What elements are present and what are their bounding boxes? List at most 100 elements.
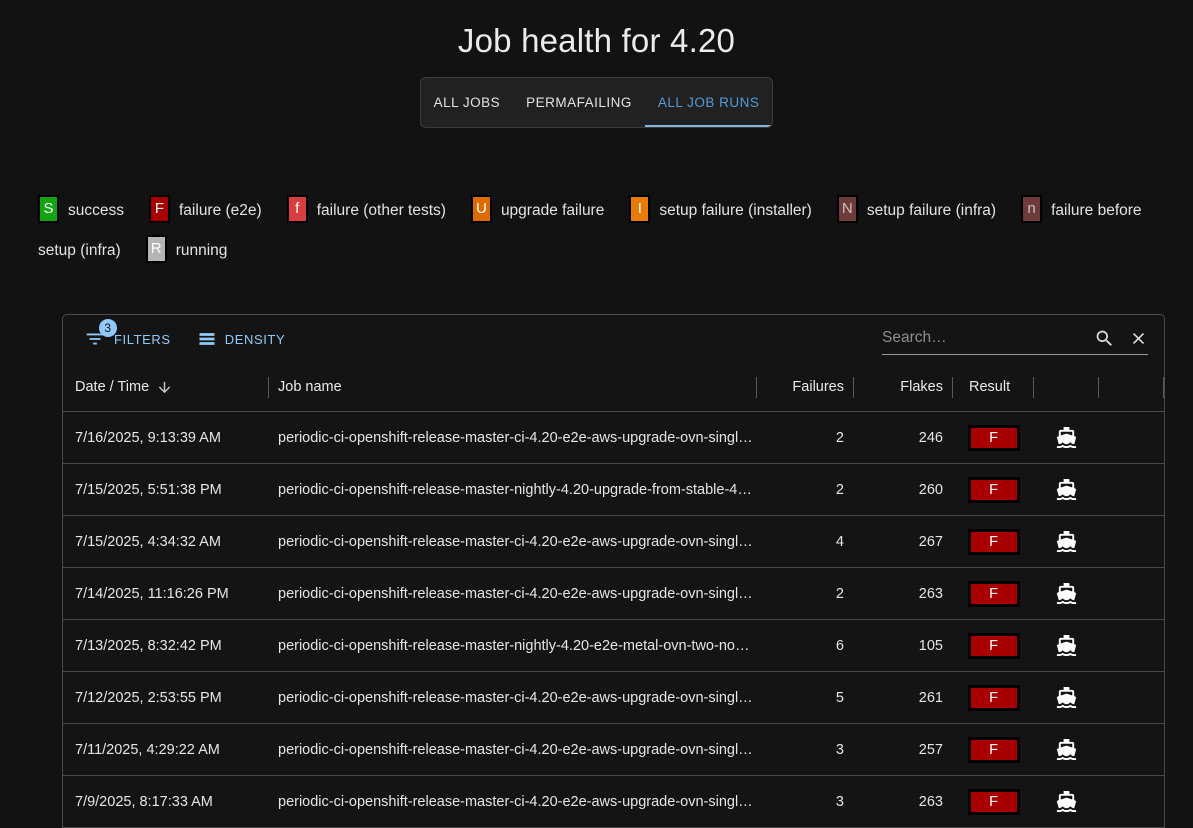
- result-badge[interactable]: F: [967, 528, 1020, 555]
- row-date-time: 7/11/2025, 4:29:22 AM: [75, 741, 220, 758]
- row-flakes: 267: [918, 533, 943, 550]
- density-button[interactable]: DENSITY: [189, 323, 294, 355]
- legend-result-badge: F: [149, 194, 170, 223]
- density-icon: [197, 329, 217, 349]
- tab-all-job-runs[interactable]: ALL JOB RUNS: [645, 78, 773, 127]
- row-failures: 5: [835, 689, 844, 706]
- table-row[interactable]: 7/13/2025, 8:32:42 PM periodic-ci-opensh…: [63, 620, 1164, 672]
- directions-boat-icon[interactable]: [1055, 686, 1078, 709]
- row-flakes: 261: [918, 689, 943, 706]
- result-badge[interactable]: F: [967, 788, 1020, 815]
- row-date-time: 7/9/2025, 8:17:33 AM: [75, 793, 213, 810]
- legend-result-badge: I: [629, 194, 651, 223]
- row-run-link: [1034, 516, 1099, 567]
- directions-boat-icon[interactable]: [1055, 634, 1078, 657]
- legend-item: f failure (other tests): [286, 194, 446, 223]
- directions-boat-icon[interactable]: [1055, 426, 1078, 449]
- legend-label: failure before setup (infra): [38, 202, 1142, 259]
- row-job-name: periodic-ci-openshift-release-master-ci-…: [278, 533, 753, 550]
- row-result: F: [953, 724, 1034, 775]
- row-extra: [1099, 464, 1164, 515]
- row-flakes: 260: [918, 481, 943, 498]
- legend-label: failure (e2e): [179, 202, 262, 219]
- directions-boat-icon[interactable]: [1055, 738, 1078, 761]
- row-flakes: 257: [918, 741, 943, 758]
- result-badge[interactable]: F: [967, 736, 1020, 763]
- legend-result-badge: S: [38, 194, 59, 223]
- row-extra: [1099, 672, 1164, 723]
- row-date-time: 7/14/2025, 11:16:26 PM: [75, 585, 229, 602]
- filters-label: FILTERS: [114, 331, 171, 347]
- tabs-bar: ALL JOBS PERMAFAILING ALL JOB RUNS: [0, 77, 1193, 128]
- directions-boat-icon[interactable]: [1055, 582, 1078, 605]
- tabs: ALL JOBS PERMAFAILING ALL JOB RUNS: [419, 77, 774, 128]
- column-header-job-name[interactable]: Job name: [269, 363, 757, 411]
- row-job-name: periodic-ci-openshift-release-master-ci-…: [278, 429, 753, 446]
- column-header-date-time[interactable]: Date / Time: [63, 363, 269, 411]
- row-result: F: [953, 672, 1034, 723]
- tab-permafailing[interactable]: PERMAFAILING: [513, 78, 645, 127]
- table-row[interactable]: 7/9/2025, 8:17:33 AM periodic-ci-openshi…: [63, 776, 1164, 828]
- filters-button[interactable]: 3 FILTERS: [76, 319, 179, 356]
- row-job-name: periodic-ci-openshift-release-master-ci-…: [278, 689, 753, 706]
- legend-label: setup failure (infra): [866, 202, 997, 219]
- row-run-link: [1034, 412, 1099, 463]
- legend-label: setup failure (installer): [659, 202, 812, 219]
- table-row[interactable]: 7/12/2025, 2:53:55 PM periodic-ci-opensh…: [63, 672, 1164, 724]
- row-failures: 2: [835, 585, 844, 602]
- result-badge[interactable]: F: [967, 684, 1020, 711]
- legend-label: failure (other tests): [316, 202, 446, 219]
- directions-boat-icon[interactable]: [1055, 790, 1078, 813]
- tab-all-jobs[interactable]: ALL JOBS: [421, 78, 514, 127]
- job-runs-table-card: 3 FILTERS DENSITY Date / Time: [62, 314, 1165, 828]
- row-failures: 3: [835, 741, 844, 758]
- column-header-result[interactable]: Result: [953, 363, 1034, 411]
- row-run-link: [1034, 672, 1099, 723]
- table-row[interactable]: 7/14/2025, 11:16:26 PM periodic-ci-opens…: [63, 568, 1164, 620]
- legend-label: running: [175, 242, 228, 259]
- table-row[interactable]: 7/15/2025, 4:34:32 AM periodic-ci-opensh…: [63, 516, 1164, 568]
- search-icon[interactable]: [1094, 328, 1115, 349]
- result-badge[interactable]: F: [967, 424, 1020, 451]
- row-run-link: [1034, 776, 1099, 827]
- row-flakes: 263: [918, 793, 943, 810]
- row-failures: 3: [835, 793, 844, 810]
- density-label: DENSITY: [224, 331, 286, 347]
- row-run-link: [1034, 724, 1099, 775]
- legend-label: success: [68, 202, 124, 219]
- search-input[interactable]: [882, 329, 1080, 347]
- result-badge[interactable]: F: [967, 580, 1020, 607]
- directions-boat-icon[interactable]: [1055, 530, 1078, 553]
- table-header: Date / Time Job name Failures Flakes Res…: [63, 363, 1164, 412]
- row-result: F: [953, 776, 1034, 827]
- legend-item: n failure before setup (infra): [38, 194, 1142, 259]
- row-result: F: [953, 568, 1034, 619]
- legend-result-badge: n: [1021, 194, 1043, 223]
- legend-result-badge: f: [286, 194, 308, 223]
- directions-boat-icon[interactable]: [1055, 478, 1078, 501]
- row-flakes: 246: [918, 429, 943, 446]
- row-extra: [1099, 516, 1164, 567]
- row-job-name: periodic-ci-openshift-release-master-ci-…: [278, 741, 753, 758]
- result-badge[interactable]: F: [967, 476, 1020, 503]
- table-row[interactable]: 7/15/2025, 5:51:38 PM periodic-ci-opensh…: [63, 464, 1164, 516]
- row-failures: 4: [835, 533, 844, 550]
- clear-icon[interactable]: [1129, 329, 1148, 348]
- result-badge[interactable]: F: [967, 632, 1020, 659]
- legend-label: upgrade failure: [500, 202, 605, 219]
- table-row[interactable]: 7/16/2025, 9:13:39 AM periodic-ci-opensh…: [63, 412, 1164, 464]
- column-header-flakes[interactable]: Flakes: [854, 363, 953, 411]
- row-job-name: periodic-ci-openshift-release-master-ci-…: [278, 793, 753, 810]
- filter-list-icon: [84, 328, 106, 350]
- table-row[interactable]: 7/11/2025, 4:29:22 AM periodic-ci-opensh…: [63, 724, 1164, 776]
- row-date-time: 7/16/2025, 9:13:39 AM: [75, 429, 221, 446]
- row-failures: 6: [835, 637, 844, 654]
- column-header-failures[interactable]: Failures: [757, 363, 854, 411]
